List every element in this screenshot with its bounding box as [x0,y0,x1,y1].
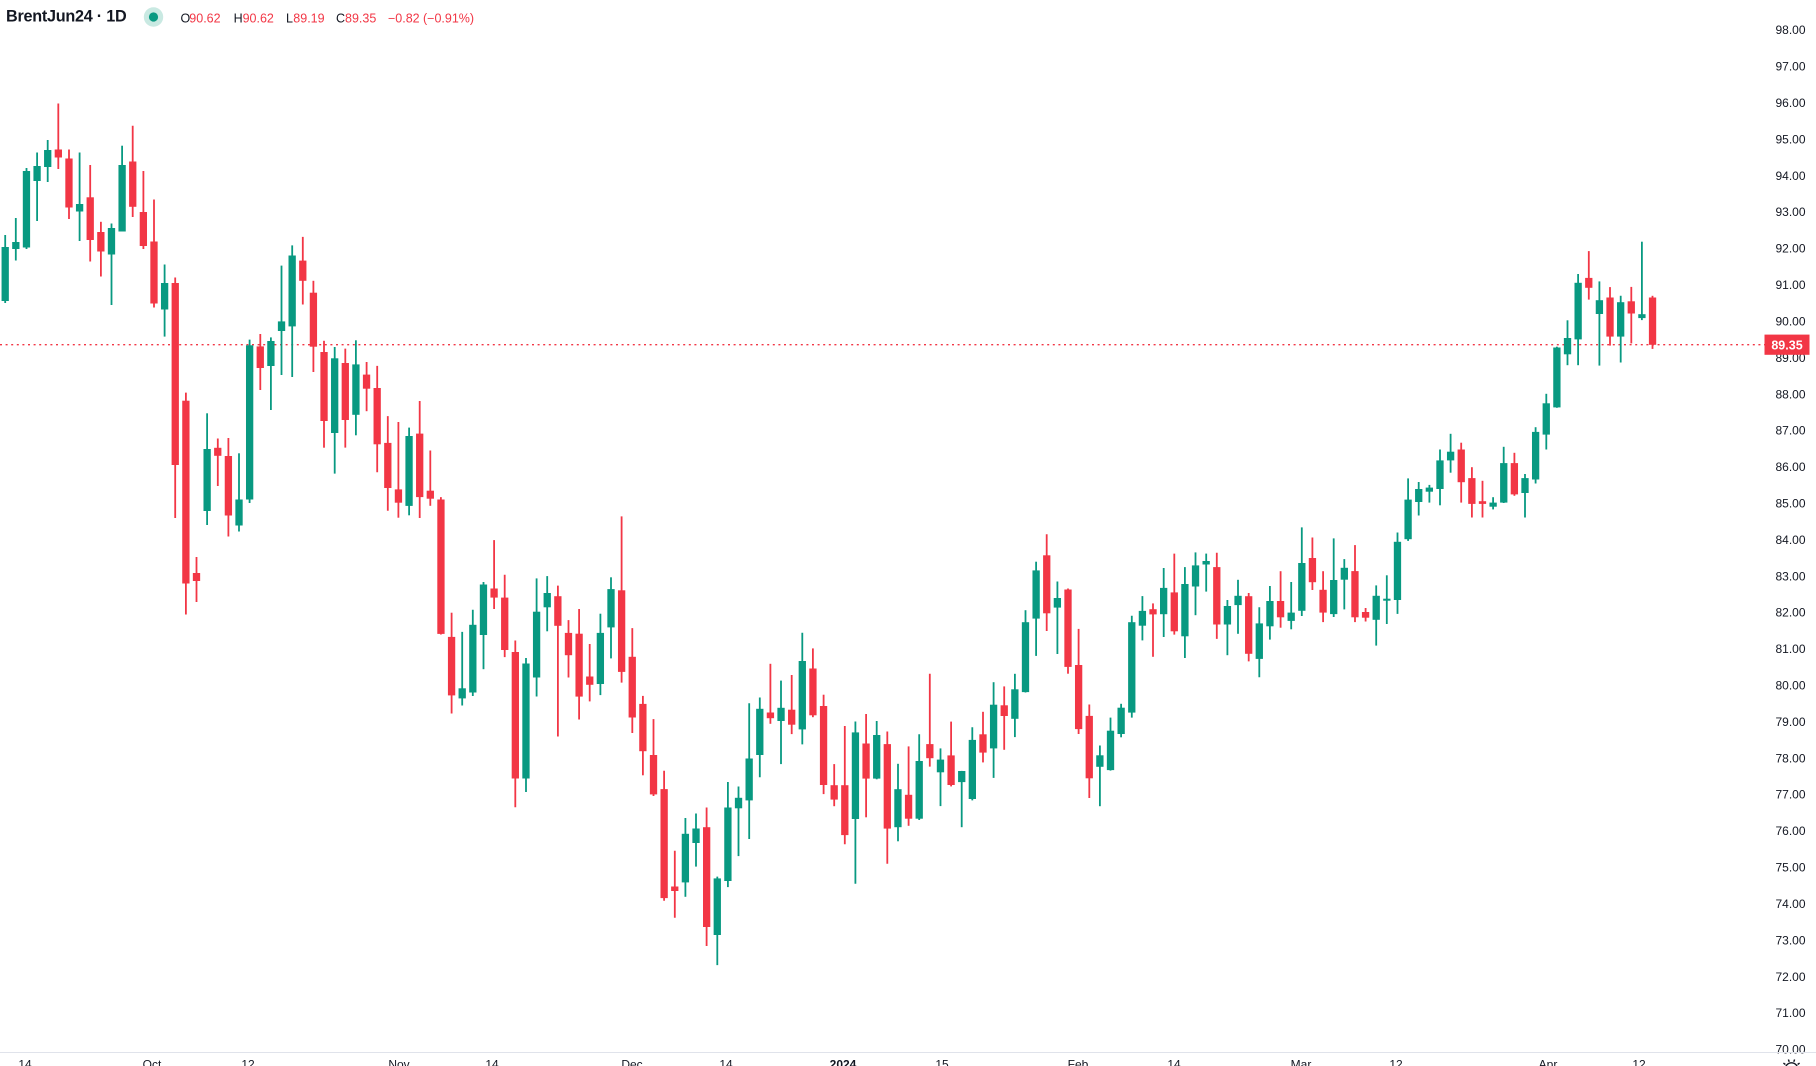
svg-text:(−0.91%): (−0.91%) [423,12,474,26]
svg-text:98.00: 98.00 [1776,23,1806,37]
svg-text:92.00: 92.00 [1776,242,1806,256]
svg-text:Nov: Nov [388,1057,409,1066]
svg-text:14: 14 [485,1057,499,1066]
svg-text:C: C [336,12,345,26]
svg-text:74.00: 74.00 [1776,897,1806,911]
svg-text:94.00: 94.00 [1776,169,1806,183]
svg-text:87.00: 87.00 [1776,424,1806,438]
svg-text:15: 15 [935,1057,949,1066]
svg-text:12: 12 [1389,1057,1403,1066]
svg-text:90.00: 90.00 [1776,315,1806,329]
svg-text:97.00: 97.00 [1776,60,1806,74]
svg-text:Oct: Oct [143,1057,162,1066]
svg-text:71.00: 71.00 [1776,1006,1806,1020]
svg-text:75.00: 75.00 [1776,861,1806,875]
svg-text:Apr: Apr [1539,1057,1558,1066]
svg-text:86.00: 86.00 [1776,460,1806,474]
svg-text:82.00: 82.00 [1776,606,1806,620]
svg-text:70.00: 70.00 [1776,1043,1806,1057]
svg-text:14: 14 [18,1057,32,1066]
svg-text:76.00: 76.00 [1776,824,1806,838]
svg-text:2024: 2024 [830,1057,857,1066]
svg-text:79.00: 79.00 [1776,715,1806,729]
svg-text:95.00: 95.00 [1776,132,1806,146]
svg-text:Dec: Dec [621,1057,642,1066]
svg-text:Feb: Feb [1068,1057,1089,1066]
svg-text:88.00: 88.00 [1776,387,1806,401]
svg-text:96.00: 96.00 [1776,96,1806,110]
svg-text:12: 12 [241,1057,255,1066]
svg-text:81.00: 81.00 [1776,642,1806,656]
svg-text:Mar: Mar [1291,1057,1312,1066]
svg-text:O: O [181,12,191,26]
svg-text:12: 12 [1632,1057,1646,1066]
svg-text:90.62: 90.62 [189,12,220,26]
svg-text:91.00: 91.00 [1776,278,1806,292]
svg-text:89.19: 89.19 [293,12,324,26]
svg-text:78.00: 78.00 [1776,751,1806,765]
svg-text:14: 14 [719,1057,733,1066]
svg-text:BrentJun24 · 1D: BrentJun24 · 1D [6,8,127,26]
svg-text:72.00: 72.00 [1776,970,1806,984]
svg-text:93.00: 93.00 [1776,205,1806,219]
svg-text:83.00: 83.00 [1776,569,1806,583]
svg-text:H: H [234,12,243,26]
svg-text:85.00: 85.00 [1776,497,1806,511]
svg-text:77.00: 77.00 [1776,788,1806,802]
svg-text:14: 14 [1167,1057,1181,1066]
svg-text:89.35: 89.35 [345,12,376,26]
svg-text:L: L [286,12,293,26]
svg-text:90.62: 90.62 [243,12,274,26]
svg-text:80.00: 80.00 [1776,679,1806,693]
svg-text:84.00: 84.00 [1776,533,1806,547]
svg-text:73.00: 73.00 [1776,933,1806,947]
svg-text:−0.82: −0.82 [388,12,420,26]
svg-text:89.35: 89.35 [1771,338,1802,352]
